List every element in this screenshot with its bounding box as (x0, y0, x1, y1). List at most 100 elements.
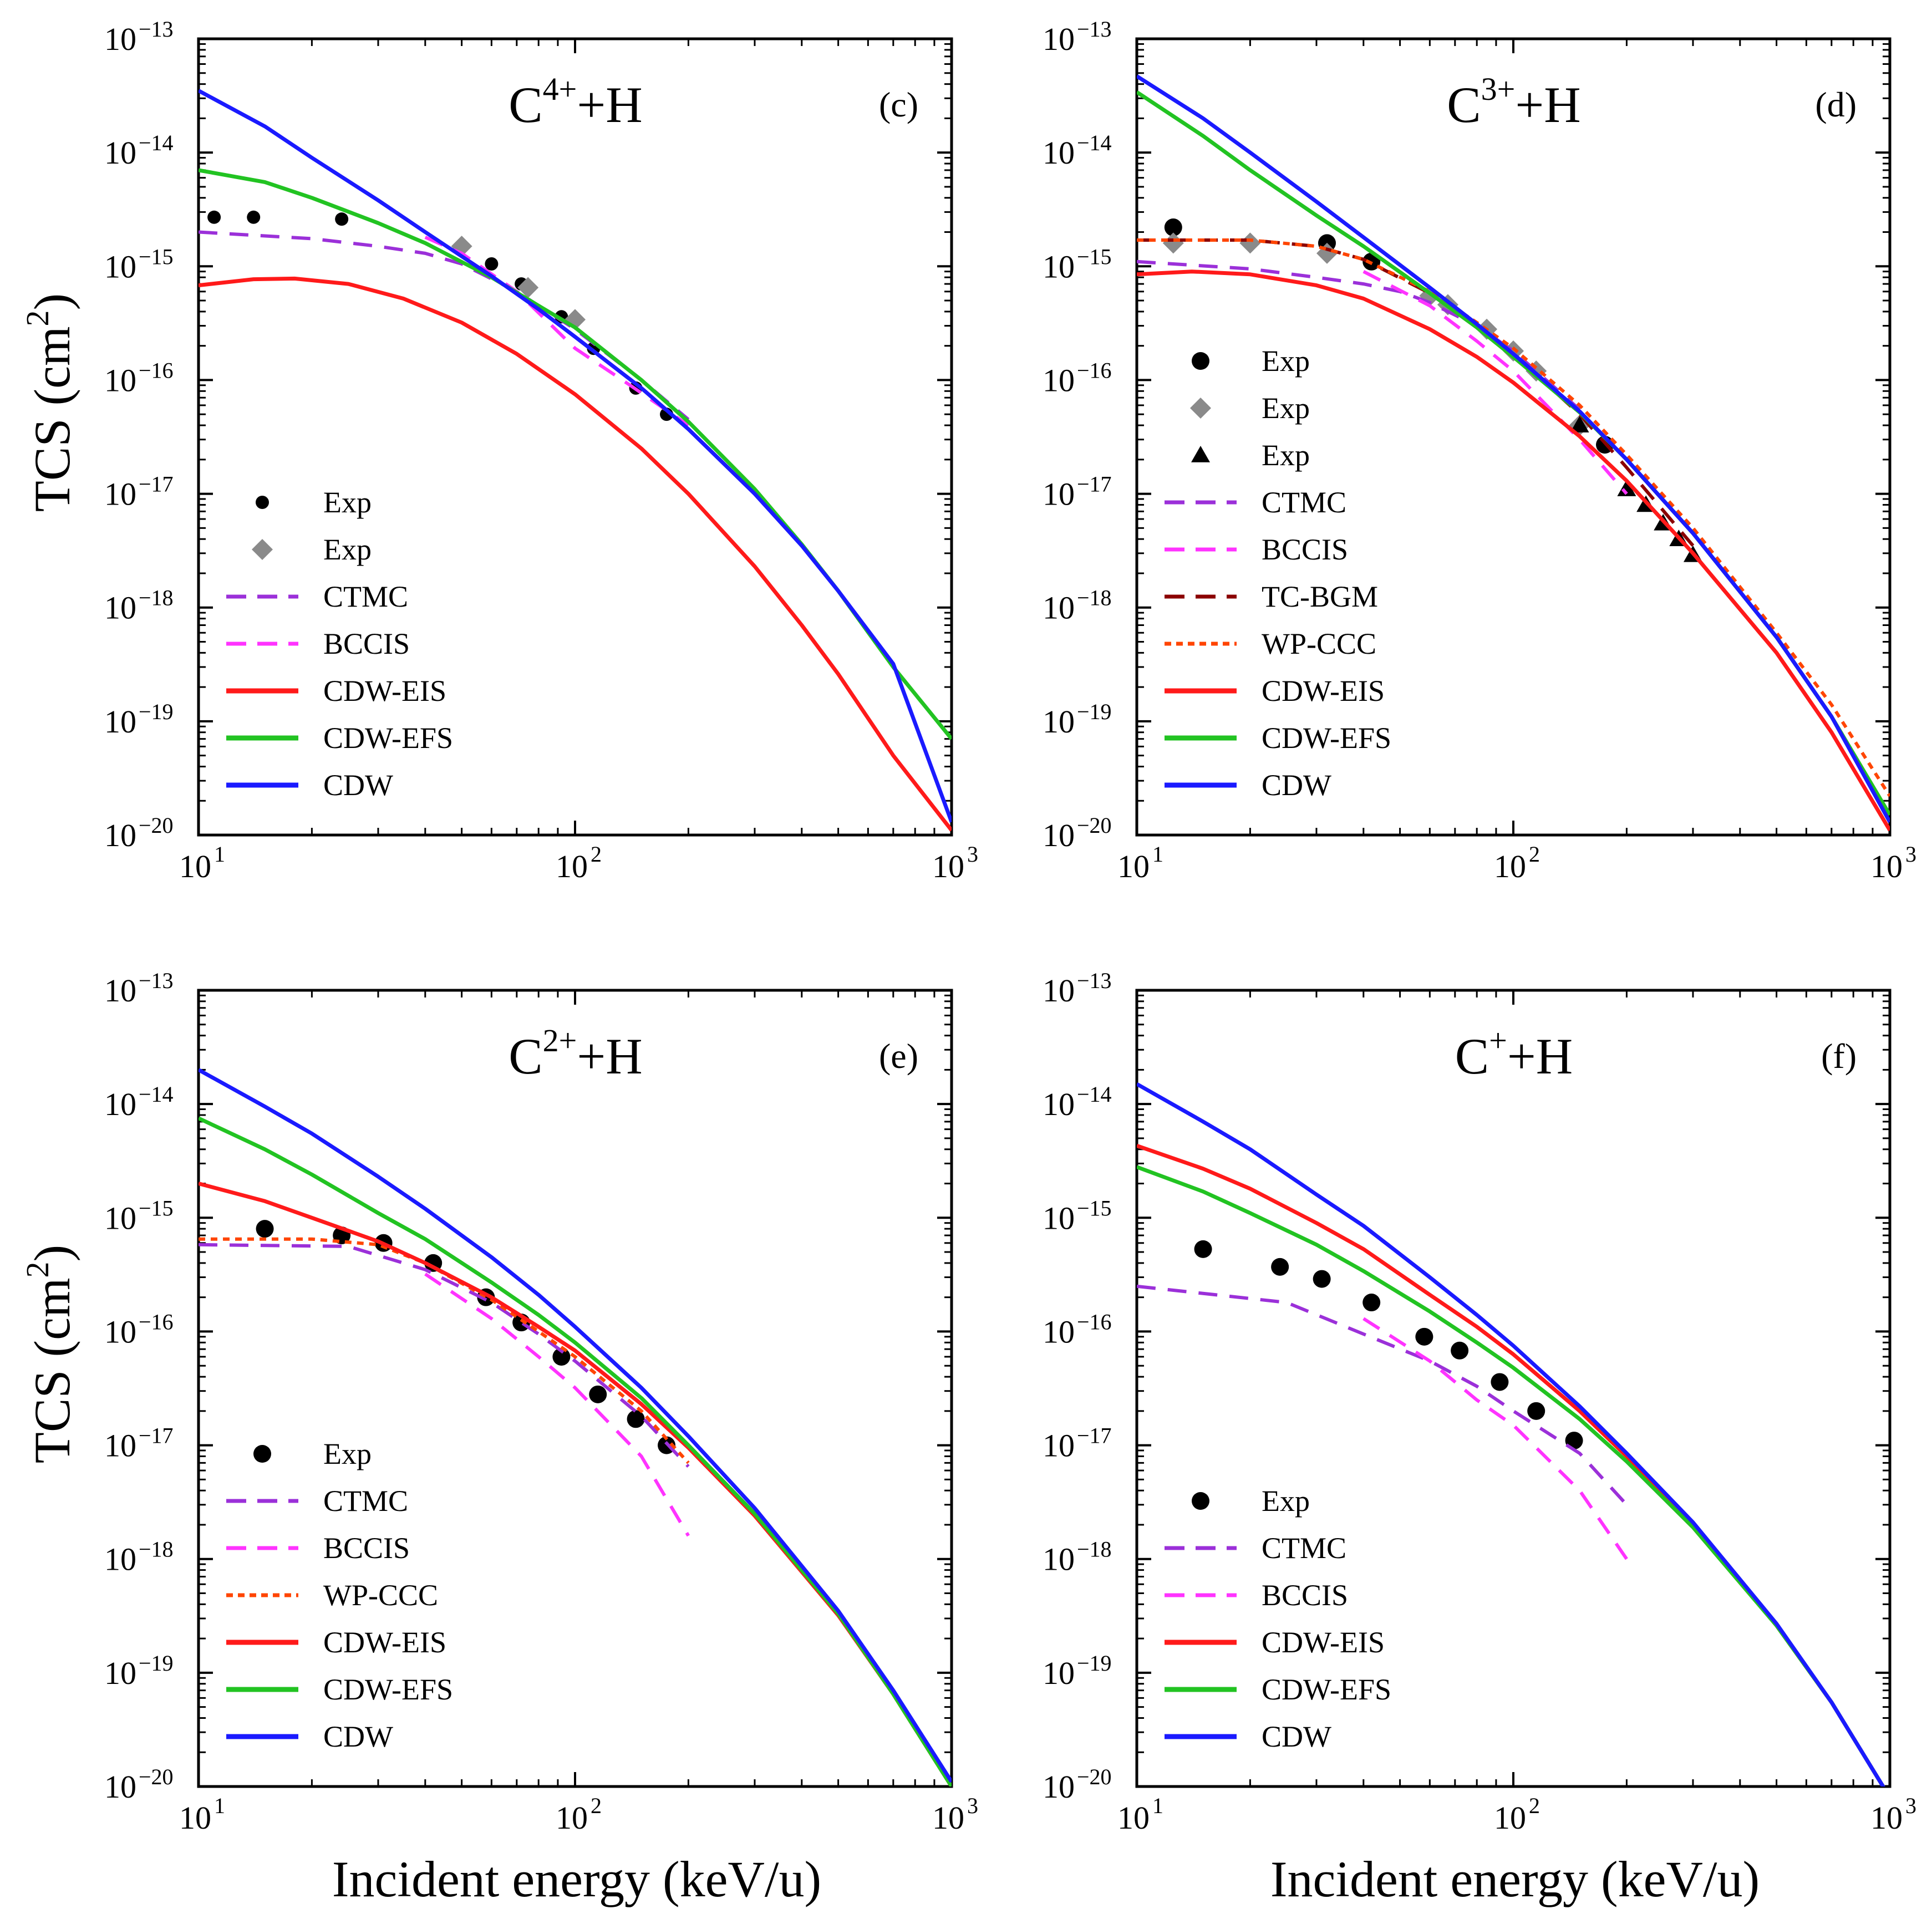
legend-label-ctmc: CTMC (323, 1484, 408, 1518)
legend-label-exp2: Exp (1262, 391, 1310, 425)
y-tick-label: 10 (1043, 1655, 1075, 1691)
series-exp-point (1451, 1341, 1469, 1360)
legend-label-cdw-eis: CDW-EIS (323, 674, 446, 707)
x-tick-exponent: 1 (214, 842, 225, 867)
series-exp2-point (1162, 232, 1184, 254)
x-tick-label: 10 (179, 1800, 211, 1836)
y-tick-base: 10 (1043, 817, 1075, 853)
y-tick-exponent: −13 (139, 17, 174, 42)
series-bccis-line (424, 1273, 690, 1537)
panel-title-charge: + (1489, 1022, 1507, 1058)
panel-tag: (d) (1815, 85, 1857, 124)
y-tick-exponent: −15 (1077, 1195, 1112, 1220)
series-cdw-eis-line (199, 276, 952, 832)
y-tick-label: 10 (104, 1655, 136, 1691)
panel-e: 10−2010−1910−1810−1710−1610−1510−1410−13… (104, 968, 978, 1836)
series-bccis-line (1362, 270, 1628, 495)
legend-label-exp: Exp (323, 1437, 372, 1470)
panel-tag: (f) (1821, 1036, 1857, 1076)
legend-label-cdw-efs: CDW-EFS (1262, 1673, 1391, 1706)
legend-label-ctmc: CTMC (323, 580, 408, 613)
x-tick-exponent: 1 (214, 1793, 225, 1818)
y-tick-exponent: −16 (139, 1309, 174, 1334)
y-tick-label: 10 (104, 1428, 136, 1464)
series-wp-ccc-line (199, 1237, 690, 1464)
y-tick-label: 10 (1043, 590, 1075, 626)
legend-marker-exp (253, 1445, 271, 1463)
y-tick-label: 10 (1043, 476, 1075, 512)
y-tick-exponent: −17 (139, 472, 174, 497)
y-tick-base: 10 (1043, 1314, 1075, 1350)
series-exp-point (247, 210, 261, 224)
y-tick-exponent: −18 (1077, 586, 1112, 610)
y-tick-exponent: −17 (1077, 472, 1112, 497)
y-tick-exponent: −20 (139, 1764, 174, 1789)
y-tick-label: 10 (1043, 1200, 1075, 1236)
legend-label-bccis: BCCIS (323, 627, 410, 660)
y-tick-base: 10 (1043, 248, 1075, 284)
x-axis-title-right: Incident energy (keV/u) (1270, 1851, 1760, 1907)
y-tick-exponent: −14 (139, 1082, 174, 1107)
y-tick-base: 10 (104, 476, 136, 512)
x-tick-exponent: 2 (1529, 1793, 1540, 1818)
legend: Exp CTMC BCCIS WP-CCC CDW-EIS CDW-EFS CDW (226, 1437, 453, 1753)
x-tick-label: 10 (1494, 848, 1526, 884)
legend-label-exp: Exp (323, 486, 372, 519)
legend-label-cdw-efs: CDW-EFS (1262, 721, 1391, 755)
panel-title-charge: 4+ (543, 71, 577, 107)
legend-marker-exp (256, 496, 269, 509)
y-tick-label: 10 (1043, 817, 1075, 853)
legend-label-cdw-eis: CDW-EIS (1262, 674, 1385, 707)
panel-title-charge: 2+ (543, 1022, 577, 1058)
y-axis-title-bottom: TCS (cm2) (19, 1245, 80, 1463)
y-tick-exponent: −17 (1077, 1423, 1112, 1448)
y-tick-base: 10 (104, 590, 136, 626)
y-tick-base: 10 (1043, 973, 1075, 1009)
legend-label-cdw-efs: CDW-EFS (323, 721, 453, 755)
y-tick-base: 10 (1043, 1769, 1075, 1805)
legend-label-tc-bgm: TC-BGM (1262, 580, 1378, 613)
y-tick-base: 10 (104, 817, 136, 853)
y-tick-label: 10 (104, 1314, 136, 1350)
y-tick-base: 10 (104, 1428, 136, 1464)
x-tick-exponent: 2 (1529, 842, 1540, 867)
y-tick-exponent: −17 (139, 1423, 174, 1448)
legend-label-cdw: CDW (323, 1720, 393, 1753)
y-tick-base: 10 (104, 248, 136, 284)
y-tick-exponent: −16 (1077, 1309, 1112, 1334)
y-tick-label: 10 (104, 1541, 136, 1577)
y-tick-exponent: −15 (139, 244, 174, 269)
panel-title-ion: C (509, 1028, 542, 1085)
y-tick-base: 10 (104, 21, 136, 57)
y-tick-exponent: −15 (1077, 244, 1112, 269)
panel-title: C3++H (1447, 71, 1580, 133)
series-exp-point (1194, 1240, 1212, 1258)
y-tick-label: 10 (1043, 135, 1075, 171)
panel-title: C2++H (509, 1022, 642, 1085)
y-tick-base: 10 (1043, 476, 1075, 512)
series-exp-point (1164, 218, 1182, 237)
x-tick-exponent: 1 (1152, 842, 1163, 867)
y-tick-exponent: −13 (139, 968, 174, 993)
y-tick-label: 10 (104, 135, 136, 171)
x-tick-exponent: 3 (967, 842, 978, 867)
legend-label-cdw-eis: CDW-EIS (1262, 1626, 1385, 1659)
series-bccis-line (1362, 1317, 1628, 1560)
legend-label-cdw: CDW (1262, 1720, 1331, 1753)
series-cdw-eis-line (1137, 269, 1890, 832)
y-tick-exponent: −16 (139, 358, 174, 383)
y-tick-base: 10 (1043, 362, 1075, 398)
y-tick-base: 10 (104, 973, 136, 1009)
series-ctmc-line (199, 1243, 690, 1468)
legend-label-cdw: CDW (1262, 768, 1331, 802)
series-exp-point (1527, 1402, 1545, 1420)
legend-label-bccis: BCCIS (323, 1531, 410, 1565)
y-tick-base: 10 (104, 704, 136, 740)
y-tick-exponent: −13 (1077, 17, 1112, 42)
axis-ticks (1136, 989, 1891, 1788)
panel-c: 10−2010−1910−1810−1710−1610−1510−1410−13… (104, 17, 978, 884)
x-tick-label: 10 (1117, 1800, 1150, 1836)
panel-title-target: +H (1507, 1028, 1573, 1085)
y-tick-base: 10 (1043, 1655, 1075, 1691)
